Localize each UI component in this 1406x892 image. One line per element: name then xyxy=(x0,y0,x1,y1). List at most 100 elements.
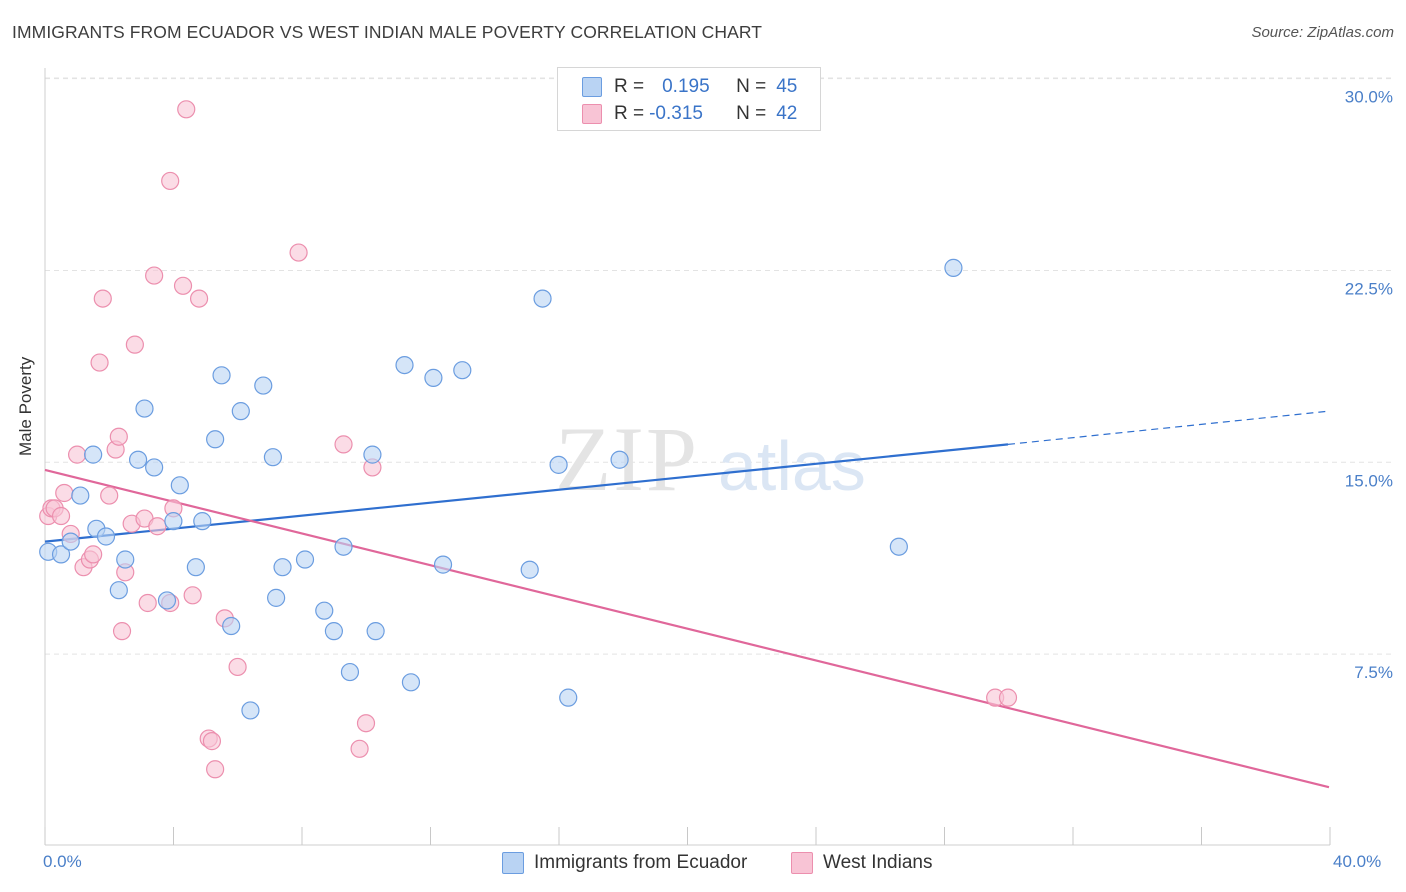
y-tick-label: 22.5% xyxy=(1345,279,1393,298)
point-ecuador xyxy=(84,445,103,464)
point-ecuador xyxy=(170,476,189,495)
point-ecuador xyxy=(520,560,539,579)
point-west-indians xyxy=(51,506,71,526)
point-west-indians xyxy=(109,427,128,446)
point-west-indians xyxy=(84,545,103,564)
watermark: ZIP atlas xyxy=(555,408,866,510)
source-label: Source: ZipAtlas.com xyxy=(1251,24,1394,41)
point-ecuador xyxy=(533,289,552,308)
point-ecuador xyxy=(61,532,80,551)
series-swatch-blue xyxy=(502,852,524,874)
legend-swatch-blue xyxy=(582,77,602,97)
legend-r-value: -0.315 xyxy=(649,103,703,124)
point-west-indians xyxy=(125,335,144,354)
legend-swatch-pink xyxy=(582,104,602,124)
series-legend-west-indians: West Indians xyxy=(791,852,932,874)
point-west-indians xyxy=(356,714,376,733)
point-ecuador xyxy=(193,512,212,531)
point-ecuador xyxy=(135,399,154,418)
point-ecuador xyxy=(222,616,241,636)
legend-n-label: N = xyxy=(736,103,767,124)
point-west-indians xyxy=(998,688,1018,707)
series-legend-ecuador: Immigrants from Ecuador xyxy=(502,852,747,874)
point-ecuador xyxy=(401,673,421,692)
point-ecuador xyxy=(206,430,225,449)
point-ecuador xyxy=(96,527,116,546)
point-west-indians xyxy=(202,732,222,751)
point-ecuador xyxy=(559,688,578,707)
point-ecuador xyxy=(116,550,135,569)
legend-n-label: N = xyxy=(736,76,767,97)
axes xyxy=(44,68,1331,846)
point-west-indians xyxy=(145,266,164,285)
point-ecuador xyxy=(157,591,177,610)
point-ecuador xyxy=(263,448,283,467)
point-west-indians xyxy=(161,171,180,191)
point-ecuador xyxy=(324,622,343,641)
point-ecuador xyxy=(71,486,90,505)
point-ecuador xyxy=(273,558,292,577)
series-name: West Indians xyxy=(823,852,933,873)
point-ecuador xyxy=(944,258,963,277)
series-swatch-pink xyxy=(791,852,813,874)
point-ecuador xyxy=(295,550,315,569)
point-west-indians xyxy=(93,289,112,308)
point-ecuador xyxy=(51,545,71,564)
point-ecuador xyxy=(366,622,385,641)
point-ecuador xyxy=(267,588,286,607)
point-west-indians xyxy=(138,593,157,613)
point-west-indians xyxy=(112,622,132,641)
point-west-indians xyxy=(350,739,369,758)
point-west-indians xyxy=(67,445,87,464)
point-west-indians xyxy=(55,483,74,503)
correlation-legend: R = 0.195 N = 45 R = -0.315 N = 42 xyxy=(557,67,821,131)
legend-n-value: 42 xyxy=(776,103,798,124)
point-west-indians xyxy=(289,243,308,262)
point-west-indians xyxy=(100,486,119,505)
y-tick-label: 15.0% xyxy=(1345,471,1393,490)
point-ecuador xyxy=(212,366,231,385)
point-west-indians xyxy=(334,435,353,454)
point-ecuador xyxy=(315,601,334,620)
point-ecuador xyxy=(395,355,414,375)
point-west-indians xyxy=(90,353,109,372)
x-tick-label-min: 0.0% xyxy=(43,852,82,871)
y-axis-label: Male Poverty xyxy=(16,356,35,456)
point-west-indians xyxy=(228,657,247,677)
series-legend: Immigrants from Ecuador West Indians xyxy=(0,852,1406,878)
point-ecuador xyxy=(254,376,273,395)
point-west-indians xyxy=(177,100,196,119)
point-ecuador xyxy=(109,581,128,600)
point-ecuador xyxy=(145,458,164,477)
point-ecuador xyxy=(231,402,250,421)
point-ecuador xyxy=(363,445,382,464)
legend-n-value: 45 xyxy=(776,76,798,97)
y-tick-labels: 7.5% 15.0% 22.5% 30.0% xyxy=(1345,88,1393,683)
chart-title: IMMIGRANTS FROM ECUADOR VS WEST INDIAN M… xyxy=(12,22,763,42)
point-ecuador xyxy=(164,512,183,531)
trend-line-west-indians xyxy=(44,468,1330,789)
legend-r-label: R = xyxy=(614,103,645,124)
point-ecuador xyxy=(549,455,568,474)
point-ecuador xyxy=(340,662,360,682)
legend-row-ecuador: R = 0.195 N = 45 xyxy=(582,75,797,99)
point-ecuador xyxy=(186,558,205,577)
point-west-indians xyxy=(189,289,209,308)
point-ecuador xyxy=(334,537,353,556)
point-west-indians xyxy=(148,517,167,536)
point-ecuador xyxy=(424,368,443,387)
grid-lines xyxy=(45,77,1392,655)
point-ecuador xyxy=(433,555,453,574)
legend-r-value: 0.195 xyxy=(662,76,710,97)
y-tick-label: 7.5% xyxy=(1354,663,1393,682)
point-ecuador xyxy=(610,450,629,469)
point-west-indians xyxy=(206,760,225,779)
series-name: Immigrants from Ecuador xyxy=(534,852,748,873)
point-ecuador xyxy=(453,361,472,380)
legend-r-label: R = xyxy=(614,76,645,97)
point-west-indians xyxy=(183,586,202,605)
legend-row-west-indians: R = -0.315 N = 42 xyxy=(582,102,797,126)
x-tick-label-max: 40.0% xyxy=(1333,852,1382,871)
data-points xyxy=(39,100,1018,779)
